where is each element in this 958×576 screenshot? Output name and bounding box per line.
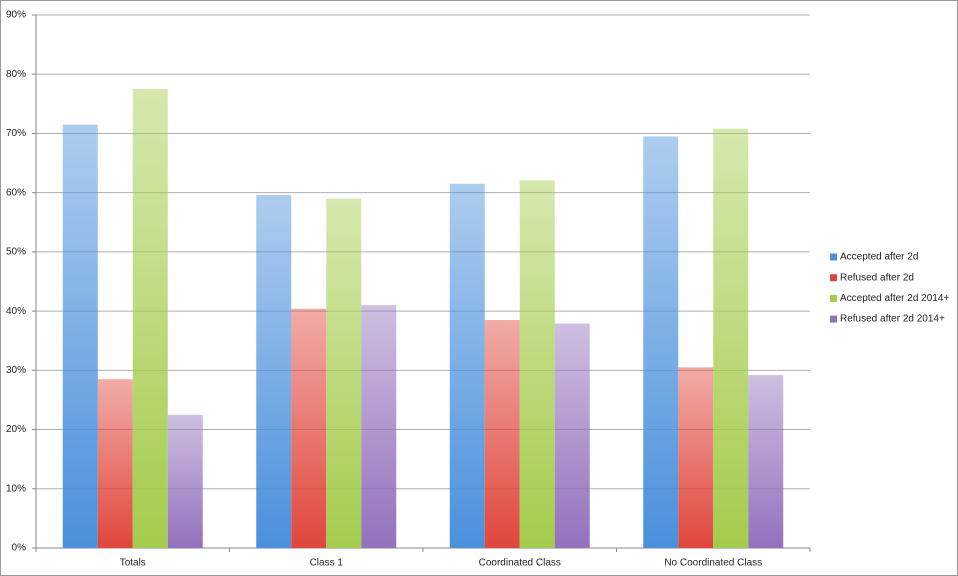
bar — [519, 180, 555, 549]
x-tick-label: Class 1 — [310, 558, 344, 569]
legend-label: Refused after 2d 2014+ — [840, 314, 945, 325]
bar — [62, 124, 98, 549]
legend-swatch — [830, 294, 837, 302]
x-tick-label: Coordinated Class — [479, 558, 561, 569]
y-tick-label: 30% — [6, 365, 26, 376]
y-tick-label: 40% — [6, 306, 26, 317]
bar — [678, 367, 714, 548]
legend-label: Refused after 2d — [840, 272, 914, 283]
legend-label: Accepted after 2d 2014+ — [840, 293, 949, 304]
bar — [256, 195, 292, 548]
bar — [554, 323, 590, 548]
bar — [361, 305, 397, 548]
y-tick-label: 20% — [6, 424, 26, 435]
bar — [132, 89, 168, 549]
y-tick-label: 0% — [12, 543, 27, 554]
x-tick-label: Totals — [120, 558, 146, 569]
bar — [748, 375, 784, 548]
bar — [97, 379, 133, 548]
bar — [167, 414, 203, 548]
legend-label: Accepted after 2d — [840, 252, 918, 263]
bar — [713, 128, 749, 548]
x-tick-label: No Coordinated Class — [664, 558, 762, 569]
legend-swatch — [830, 315, 837, 323]
y-tick-label: 70% — [6, 128, 26, 139]
y-tick-label: 60% — [6, 187, 26, 198]
bar — [484, 319, 520, 548]
bar — [326, 198, 362, 549]
bar — [291, 308, 327, 548]
legend-swatch — [830, 253, 837, 261]
y-tick-label: 10% — [6, 483, 26, 494]
y-tick-label: 80% — [6, 69, 26, 80]
y-tick-label: 90% — [6, 10, 26, 21]
bar — [449, 183, 485, 549]
legend-swatch — [830, 274, 837, 282]
bar — [643, 136, 679, 548]
y-tick-label: 50% — [6, 247, 26, 258]
